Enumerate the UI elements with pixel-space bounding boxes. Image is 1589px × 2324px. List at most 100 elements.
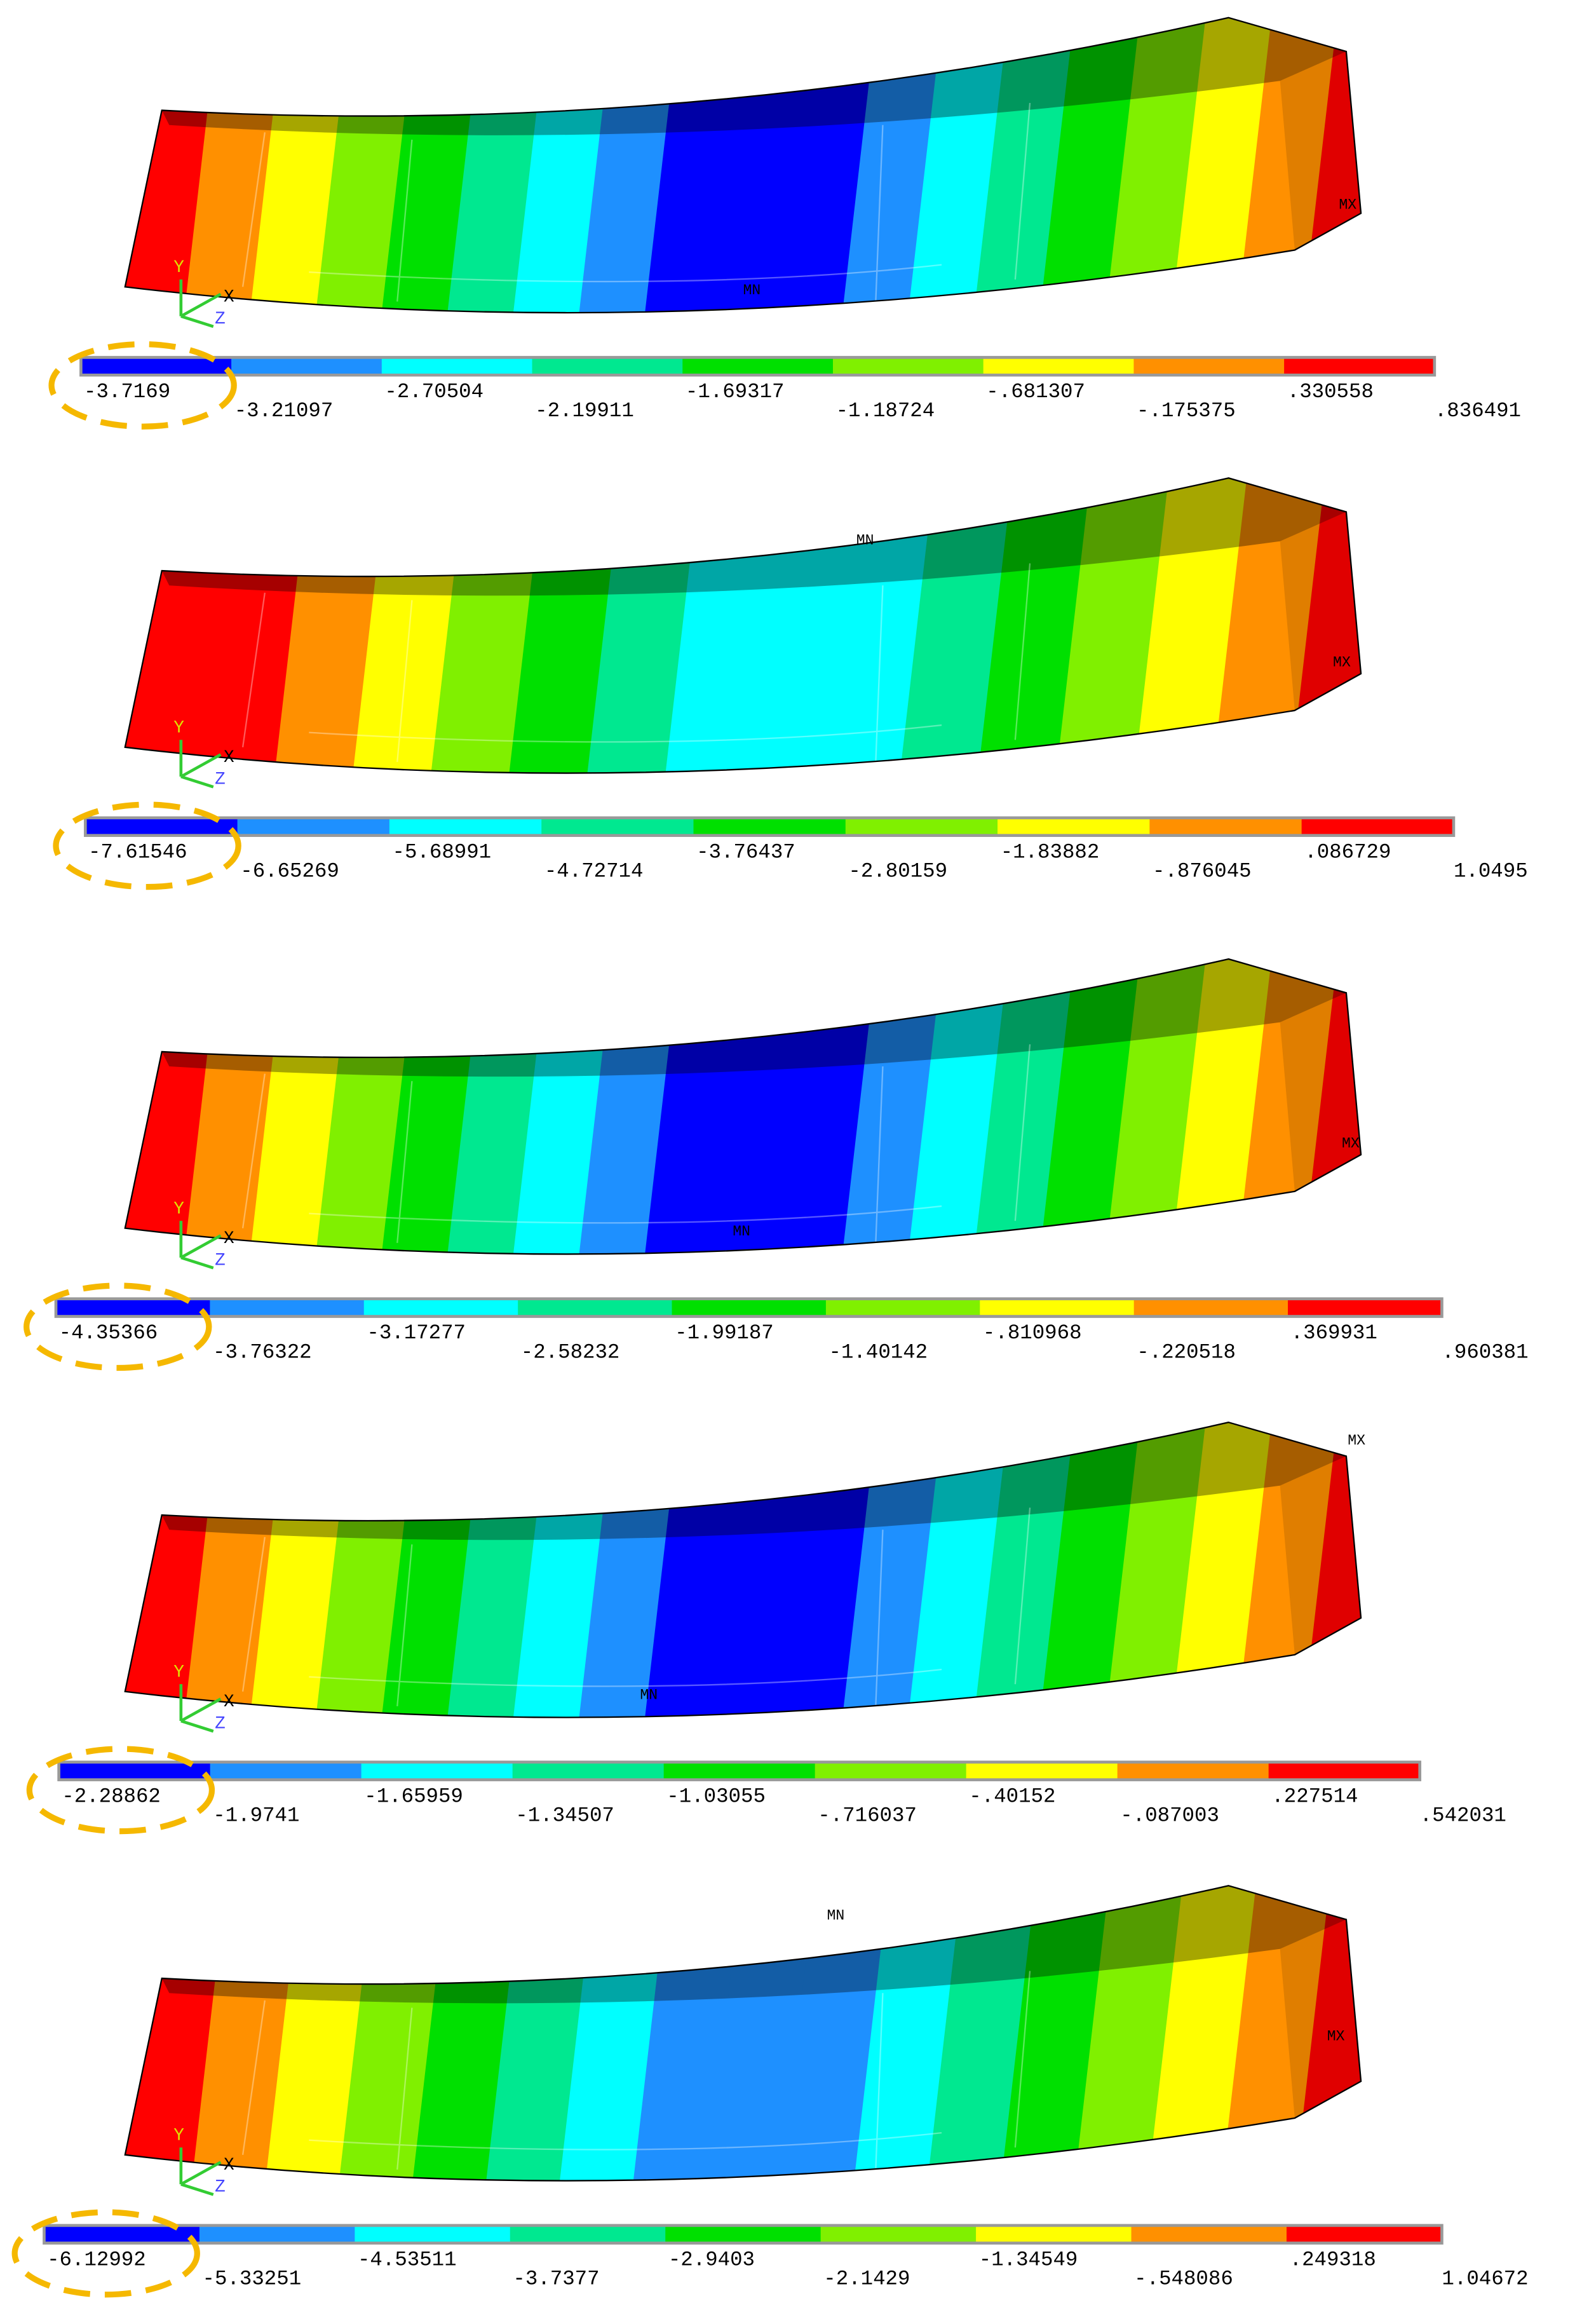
legend-label: -6.12992 <box>47 2248 146 2271</box>
max-marker: MX <box>1348 1432 1365 1449</box>
legend-label: .330558 <box>1287 380 1374 404</box>
mesh-lines <box>241 1971 1031 2177</box>
min-marker: MN <box>640 1687 658 1703</box>
legend-label: -1.69317 <box>686 380 785 404</box>
axis-triad <box>179 740 222 789</box>
legend-label: -3.76437 <box>696 840 795 864</box>
axis-label: X <box>224 1229 234 1249</box>
legend-swatch <box>980 1298 1135 1317</box>
max-marker: MX <box>1333 654 1351 670</box>
legend-label: -2.80159 <box>848 859 947 883</box>
legend-label: -2.58232 <box>521 1340 620 1364</box>
legend-label: -.716037 <box>818 1804 917 1827</box>
legend-label: 1.04672 <box>1442 2267 1528 2291</box>
legend-label: .227514 <box>1271 1784 1358 1808</box>
contour-band <box>966 959 1078 1254</box>
highlight-ellipse <box>26 1746 215 1835</box>
legend-label: -2.28862 <box>62 1784 161 1808</box>
legend-label: -.087003 <box>1120 1804 1219 1827</box>
contour-band <box>735 478 860 773</box>
legend-swatch <box>665 2225 822 2243</box>
legend-label: -2.1429 <box>823 2267 910 2291</box>
legend-label: -4.53511 <box>358 2248 457 2271</box>
legend-label: .086729 <box>1304 840 1391 864</box>
top-face <box>161 959 1346 1077</box>
legend-swatch <box>845 817 999 836</box>
legend-swatch <box>1286 2225 1443 2243</box>
mesh-lines <box>241 1044 1031 1251</box>
top-face <box>161 1422 1346 1540</box>
highlight-ellipse <box>48 341 237 430</box>
axis-triad <box>179 2147 222 2196</box>
legend-swatch <box>363 1298 519 1317</box>
legend-label: -.175375 <box>1137 399 1236 423</box>
legend-swatch <box>815 1762 967 1780</box>
axis-label: Z <box>215 1715 226 1734</box>
legend-label: -.681307 <box>986 380 1085 404</box>
axis-label: Y <box>173 2126 184 2146</box>
contour-band <box>772 1886 892 2181</box>
max-marker: MX <box>1339 197 1356 214</box>
legend-swatch <box>58 1762 211 1780</box>
legend-frame <box>54 1297 1444 1318</box>
legend-swatch <box>381 357 533 376</box>
axis-label: Y <box>173 719 184 738</box>
legend-label: -6.65269 <box>240 859 339 883</box>
legend-label: -1.65959 <box>364 1784 463 1808</box>
axis-label: X <box>224 1692 234 1712</box>
legend-label: -1.18724 <box>836 399 935 423</box>
axis-label: Z <box>215 2178 226 2198</box>
legend-label: .836491 <box>1435 399 1521 423</box>
contour-band <box>768 17 881 313</box>
axis-triad <box>179 1221 222 1270</box>
legend-swatch <box>1117 1762 1269 1780</box>
legend-label: -2.9403 <box>668 2248 755 2271</box>
contour-band <box>813 478 938 773</box>
legend-frame <box>83 816 1456 837</box>
legend-label: .542031 <box>1420 1804 1506 1827</box>
beam-edge <box>124 17 1362 314</box>
legend-label: -3.7377 <box>513 2267 599 2291</box>
contour-band <box>834 959 946 1254</box>
legend-swatch <box>210 1298 365 1317</box>
contour-band <box>900 959 1012 1254</box>
legend-swatch <box>532 357 684 376</box>
end-face <box>1280 1919 1362 2118</box>
legend-swatch <box>81 357 233 376</box>
max-marker: MX <box>1327 2028 1345 2044</box>
legend-frame <box>57 1760 1422 1781</box>
contour-band <box>703 959 815 1254</box>
end-face <box>1280 51 1362 250</box>
legend-swatch <box>820 2225 977 2243</box>
beam-edge <box>124 477 1362 774</box>
legend-label: -1.34507 <box>515 1804 614 1827</box>
legend-swatch <box>199 2225 356 2243</box>
legend-frame <box>43 2224 1444 2245</box>
legend-swatch <box>541 817 694 836</box>
min-marker: MN <box>733 1223 750 1240</box>
contour-band <box>970 478 1094 773</box>
legend-label: .249318 <box>1290 2248 1376 2271</box>
contour-band <box>846 1886 966 2181</box>
contour-band <box>966 17 1078 313</box>
contour-band <box>919 1886 1039 2181</box>
highlight-ellipse <box>53 801 241 890</box>
legend-label: -3.17277 <box>367 1321 466 1345</box>
contour-band <box>834 17 946 313</box>
legend-label: -7.61546 <box>88 840 187 864</box>
axis-label: X <box>224 287 234 307</box>
axis-label: Z <box>215 1251 226 1271</box>
result-panel: MN MX Y XZ -6.12992 -5.33251 -4.53511 -3.7377 -2… <box>11 1885 1529 2298</box>
legend-swatch <box>983 357 1135 376</box>
legend-swatch <box>1268 1762 1421 1780</box>
end-face <box>1280 993 1362 1192</box>
legend-label: -3.21097 <box>234 399 334 423</box>
highlight-ellipse <box>11 2209 200 2298</box>
contour-band <box>966 1422 1078 1718</box>
contour-band <box>703 1422 815 1718</box>
contour-band <box>834 1422 946 1718</box>
result-panel: MN MX Y XZ -4.35366 -3.76322 -3.17277 -2.58232 -… <box>24 958 1529 1371</box>
legend-swatch <box>682 357 834 376</box>
legend-swatch <box>997 817 1151 836</box>
legend-label: -2.19911 <box>535 399 634 423</box>
